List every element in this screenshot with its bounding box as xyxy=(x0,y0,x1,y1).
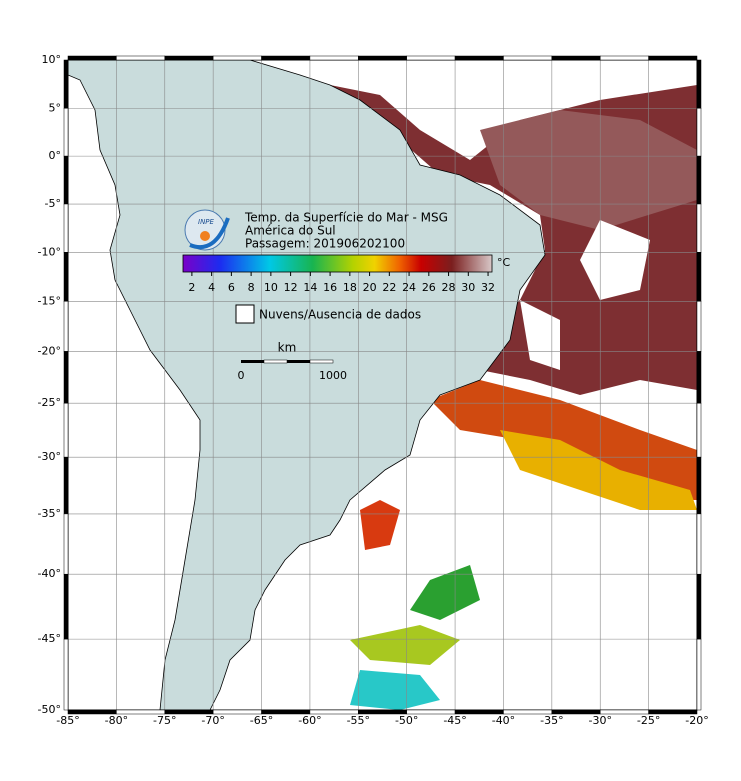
sst-field xyxy=(330,85,697,710)
y-tick-label: -45° xyxy=(38,632,61,645)
colorbar-tick-label: 16 xyxy=(323,281,337,294)
frame-band xyxy=(309,55,359,61)
frame-band xyxy=(63,351,69,404)
frame-band xyxy=(696,108,702,157)
frame-band xyxy=(261,55,311,61)
frame-band xyxy=(696,203,702,253)
frame-band xyxy=(648,55,698,61)
frame-band xyxy=(648,709,698,715)
y-tick-label: -30° xyxy=(38,450,61,463)
frame-band xyxy=(63,638,69,711)
scale-label: 1000 xyxy=(319,369,347,382)
colorbar-tick-label: 2 xyxy=(188,281,195,294)
map-area xyxy=(68,60,697,710)
frame-band xyxy=(63,513,69,575)
frame-band xyxy=(63,108,69,157)
colorbar-tick-label: 10 xyxy=(264,281,278,294)
colorbar-unit: °C xyxy=(497,256,511,269)
frame-band xyxy=(696,155,702,205)
x-tick-label: -30° xyxy=(588,714,611,727)
x-tick-label: -80° xyxy=(105,714,128,727)
colorbar xyxy=(182,254,493,273)
colorbar-tick-label: 30 xyxy=(461,281,475,294)
x-tick-label: -50° xyxy=(395,714,418,727)
colorbar-tick-label: 12 xyxy=(284,281,298,294)
frame-band xyxy=(454,55,504,61)
frame-band xyxy=(551,55,601,61)
frame-band xyxy=(63,301,69,352)
frame-band xyxy=(63,252,69,302)
frame-band xyxy=(63,456,69,515)
y-tick-label: -15° xyxy=(38,294,61,307)
y-tick-label: -50° xyxy=(38,703,61,716)
logo-text: INPE xyxy=(198,218,215,226)
frame-band xyxy=(696,402,702,458)
frame-band xyxy=(212,55,262,61)
frame-band xyxy=(696,301,702,352)
scale-label: 0 xyxy=(238,369,245,382)
frame-band xyxy=(63,402,69,458)
x-tick-label: -45° xyxy=(443,714,466,727)
frame-band xyxy=(358,55,407,61)
frame-band xyxy=(503,55,553,61)
legend-swatch xyxy=(235,304,255,324)
title-line: Passagem: 201906202100 xyxy=(245,237,405,251)
x-tick-label: -40° xyxy=(492,714,515,727)
x-tick-label: -25° xyxy=(637,714,660,727)
x-tick-label: -55° xyxy=(347,714,370,727)
frame-band xyxy=(696,456,702,515)
y-tick-label: -35° xyxy=(38,507,61,520)
frame-band xyxy=(696,59,702,109)
logo: INPE xyxy=(184,209,230,251)
x-tick-label: -65° xyxy=(250,714,273,727)
x-tick-label: -70° xyxy=(201,714,224,727)
y-tick-label: -5° xyxy=(45,197,61,210)
colorbar-tick-label: 22 xyxy=(382,281,396,294)
scale-bar xyxy=(241,359,334,364)
y-tick-label: -40° xyxy=(38,567,61,580)
colorbar-tick-label: 26 xyxy=(422,281,436,294)
colorbar-tick-label: 6 xyxy=(228,281,235,294)
frame-band xyxy=(696,573,702,640)
y-tick-label: -25° xyxy=(38,396,61,409)
x-tick-label: -85° xyxy=(56,714,79,727)
colorbar-tick-label: 4 xyxy=(208,281,215,294)
legend-label: Nuvens/Ausencia de dados xyxy=(259,308,421,322)
colorbar-tick-label: 24 xyxy=(402,281,416,294)
frame-band xyxy=(63,155,69,205)
colorbar-tick-label: 14 xyxy=(303,281,317,294)
colorbar-tick-label: 28 xyxy=(442,281,456,294)
title-line: Temp. da Superfície do Mar - MSG xyxy=(244,211,448,225)
colorbar-tick-label: 8 xyxy=(248,281,255,294)
x-tick-label: -35° xyxy=(540,714,563,727)
frame-band xyxy=(67,55,117,61)
frame-band xyxy=(116,55,166,61)
colorbar-tick-label: 32 xyxy=(481,281,495,294)
colorbar-tick-label: 18 xyxy=(343,281,357,294)
x-tick-label: -60° xyxy=(298,714,321,727)
frame-band xyxy=(63,203,69,253)
frame-band xyxy=(696,513,702,575)
frame-band xyxy=(63,573,69,640)
colorbar-tick-label: 20 xyxy=(363,281,377,294)
y-tick-label: 0° xyxy=(49,149,62,162)
y-tick-label: -20° xyxy=(38,344,61,357)
frame-band xyxy=(696,351,702,404)
title-line: América do Sul xyxy=(245,224,336,238)
x-tick-label: -20° xyxy=(685,714,708,727)
frame-band xyxy=(164,55,214,61)
frame-band xyxy=(63,59,69,109)
scale-unit: km xyxy=(278,341,297,355)
x-tick-label: -75° xyxy=(153,714,176,727)
frame-band xyxy=(599,55,649,61)
y-tick-label: -10° xyxy=(38,245,61,258)
y-tick-label: 5° xyxy=(49,101,62,114)
frame-band xyxy=(696,638,702,711)
frame-band xyxy=(696,252,702,302)
frame-band xyxy=(406,55,456,61)
y-tick-label: 10° xyxy=(42,53,62,66)
